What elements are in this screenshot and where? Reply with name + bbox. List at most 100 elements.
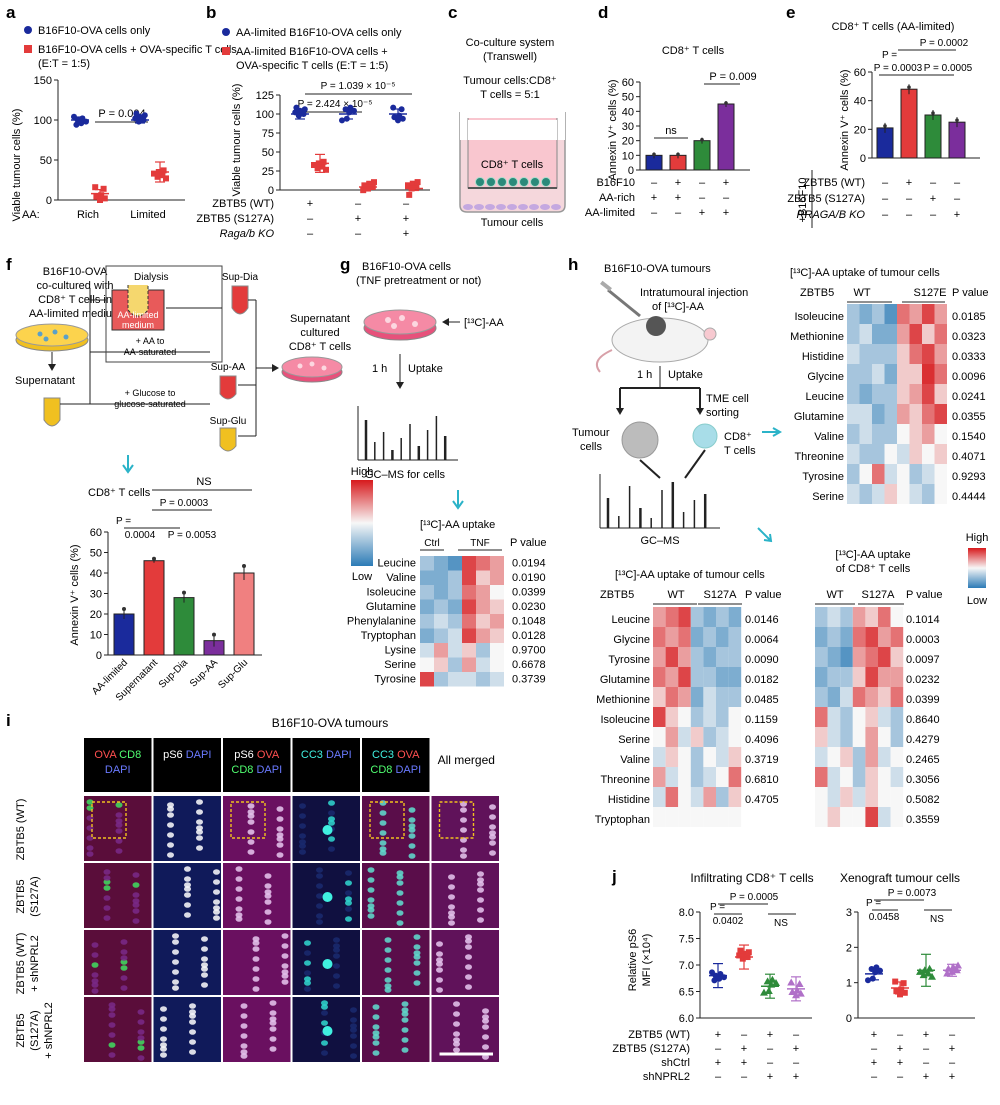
cell-nucleus bbox=[328, 800, 335, 806]
column-header bbox=[84, 738, 152, 792]
heatmap-cell bbox=[434, 657, 448, 672]
heatmap-cell bbox=[815, 647, 828, 667]
cell-nucleus bbox=[384, 977, 392, 983]
sign: – bbox=[355, 228, 362, 240]
cell-nucleus bbox=[321, 1020, 328, 1026]
heatmap-cell bbox=[847, 344, 860, 364]
y-tick-label: 0 bbox=[96, 650, 102, 662]
scale-low: Low bbox=[967, 595, 987, 607]
row-label: Serine bbox=[812, 491, 844, 503]
cell-nucleus bbox=[120, 975, 128, 981]
column-header bbox=[153, 738, 221, 792]
arrow-icon bbox=[762, 427, 783, 437]
micrograph-tile bbox=[223, 863, 291, 928]
heatmap-cell bbox=[703, 607, 716, 627]
cell-nucleus bbox=[137, 1009, 145, 1015]
sign: – bbox=[906, 193, 913, 205]
heatmap-cell bbox=[847, 444, 860, 464]
cd8-label: CD8⁺ bbox=[724, 431, 752, 443]
cell-nucleus bbox=[276, 806, 284, 812]
data-points bbox=[71, 110, 169, 203]
cell-nucleus bbox=[453, 1031, 460, 1037]
row-label: + shNPRL2 bbox=[29, 935, 41, 992]
cell-nucleus bbox=[482, 1044, 489, 1050]
data-point bbox=[366, 180, 373, 187]
cell-nucleus bbox=[108, 1002, 116, 1008]
cell-nucleus bbox=[477, 887, 484, 893]
heatmap-cell bbox=[922, 484, 935, 504]
bar bbox=[173, 597, 195, 656]
heatmap-cell bbox=[872, 444, 885, 464]
cell-nucleus bbox=[108, 1006, 116, 1012]
p-value: 0.1048 bbox=[512, 616, 546, 628]
t-cell bbox=[541, 177, 551, 187]
heatmap-cell bbox=[840, 707, 853, 727]
row-label: Isoleucine bbox=[794, 311, 844, 323]
row-label: Isoleucine bbox=[366, 587, 416, 599]
cell-nucleus bbox=[91, 952, 99, 958]
heatmap-cell bbox=[448, 585, 462, 600]
heatmap-cell bbox=[852, 787, 866, 807]
cell-nucleus bbox=[213, 909, 220, 915]
cell-nucleus bbox=[401, 1011, 409, 1017]
cell-nucleus bbox=[252, 986, 260, 992]
heatmap-cell bbox=[420, 570, 434, 585]
heatmap-cell bbox=[840, 727, 853, 747]
cell-nucleus bbox=[350, 1033, 357, 1039]
heatmap-cell bbox=[884, 324, 897, 344]
data-point bbox=[390, 104, 397, 111]
column-header bbox=[223, 738, 291, 792]
t-cell-icon bbox=[692, 423, 718, 449]
p-value: 0.0399 bbox=[512, 587, 546, 599]
cell-nucleus bbox=[196, 799, 203, 805]
cell-nucleus bbox=[401, 1001, 409, 1007]
heatmap-cell bbox=[815, 627, 828, 647]
sign: – bbox=[930, 177, 937, 189]
heatmap-cell bbox=[815, 727, 828, 747]
heatmap-cell bbox=[728, 787, 742, 807]
transwell-illustration bbox=[459, 112, 566, 213]
cell-nucleus bbox=[460, 853, 467, 859]
cell-nucleus bbox=[379, 800, 387, 806]
heatmap-cell bbox=[665, 807, 679, 827]
group-label: Rich bbox=[77, 209, 99, 221]
y-tick-label: 40 bbox=[90, 568, 102, 580]
data-point bbox=[314, 165, 321, 172]
heatmap-cell bbox=[909, 364, 922, 384]
cell-nucleus bbox=[276, 826, 284, 832]
heatmap-cell bbox=[890, 707, 904, 727]
data-point bbox=[409, 180, 416, 187]
chart-title: CD8⁺ T cells (AA-limited) bbox=[832, 21, 955, 33]
panel-b: b AA-limited B16F10-OVA cells only AA-li… bbox=[196, 3, 430, 240]
cell-nucleus bbox=[460, 827, 467, 833]
sign: + bbox=[767, 1029, 773, 1041]
cell-nucleus bbox=[482, 1008, 489, 1014]
bar bbox=[717, 103, 735, 171]
cell-nucleus bbox=[184, 886, 191, 892]
cell-nucleus bbox=[264, 919, 272, 925]
sign: – bbox=[741, 1071, 748, 1083]
chart1-title: Infiltrating CD8⁺ T cells bbox=[690, 871, 813, 885]
p-value: 0.0097 bbox=[906, 654, 940, 666]
heatmap-cell bbox=[462, 570, 476, 585]
heatmap-cell bbox=[897, 444, 910, 464]
row-label: Leucine bbox=[377, 558, 416, 570]
svg-text:co-cultured with: co-cultured with bbox=[36, 280, 113, 292]
row-label: Tyrosine bbox=[374, 674, 416, 686]
cell-nucleus bbox=[304, 970, 311, 976]
data-point bbox=[242, 564, 246, 568]
heatmap-cell bbox=[859, 384, 872, 404]
p-value: 0.9293 bbox=[952, 471, 986, 483]
heatmap-cell bbox=[909, 344, 922, 364]
heatmap-cell bbox=[878, 747, 891, 767]
heatmap-cell bbox=[448, 657, 462, 672]
heatmap-cell bbox=[859, 484, 872, 504]
cell-nucleus bbox=[350, 1027, 357, 1033]
cell-nucleus bbox=[396, 910, 404, 916]
arrow-icon bbox=[452, 490, 464, 510]
cell-nucleus bbox=[384, 983, 392, 989]
cell-nucleus bbox=[264, 873, 272, 879]
panel-f: f B16F10-OVA co-cultured with CD8⁺ T cel… bbox=[6, 255, 352, 704]
row-label: ZBTB5 (WT) bbox=[803, 177, 865, 189]
heatmap-cell bbox=[878, 647, 891, 667]
